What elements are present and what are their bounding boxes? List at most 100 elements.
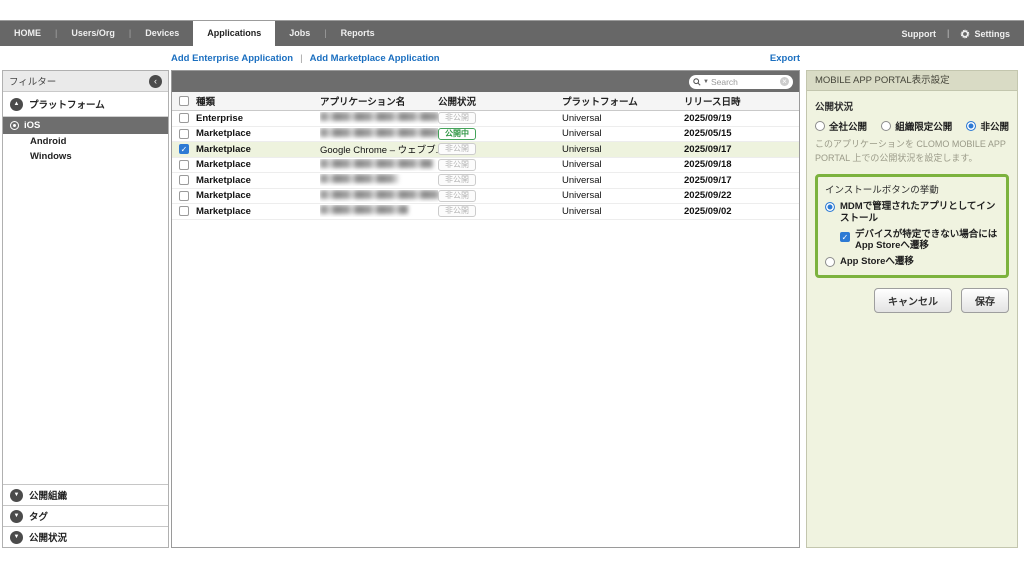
sidebar-bottom-sections: ▼ 公開組織 ▼ タグ ▼ 公開状況 [3,484,168,547]
radio-mdm-install[interactable] [825,201,835,212]
row-checkbox[interactable] [179,113,189,124]
settings-link[interactable]: Settings [960,28,1010,39]
app-name [320,205,438,217]
radio-icon[interactable] [966,121,977,131]
gear-icon [960,28,971,39]
sidebar-platform-android[interactable]: Android [3,134,168,149]
radio-appstore[interactable] [825,257,835,268]
visibility-description: このアプリケーションを CLOMO MOBILE APP PORTAL 上での公… [815,139,1006,164]
export-link[interactable]: Export [769,52,800,64]
option-label: 組織限定公開 [895,122,953,133]
column-header-platform[interactable]: プラットフォーム [562,97,638,108]
release-date: 2025/09/17 [684,143,732,155]
search-scope-caret-icon[interactable]: ▼ [703,78,709,85]
panel-title: MOBILE APP PORTAL表示設定 [807,71,1017,91]
column-header-type[interactable]: 種類 [196,97,216,108]
install-option-appstore[interactable]: App Storeへ遷移 [825,256,999,268]
cancel-button[interactable]: キャンセル [874,288,952,314]
save-button[interactable]: 保存 [961,288,1009,314]
table-row[interactable]: Enterprise 非公開 Universal 2025/09/19 [172,111,799,127]
release-date: 2025/05/15 [684,128,732,140]
collapse-sidebar-button[interactable]: ‹ [149,74,162,88]
status-badge: 非公開 [438,189,476,202]
app-type: Marketplace [196,190,251,202]
visibility-option-組織限定公開[interactable]: 組織限定公開 [881,119,952,133]
row-checkbox[interactable] [179,190,189,201]
appstore-fallback-label: デバイスが特定できない場合にはApp Storeへ遷移 [855,228,998,252]
column-header-status[interactable]: 公開状況 [438,97,477,108]
row-checkbox[interactable] [179,175,189,186]
release-date: 2025/09/19 [684,112,732,124]
appstore-fallback-checkbox[interactable]: ✓ [840,231,850,242]
nav-tab-devices[interactable]: Devices [145,28,180,38]
row-checkbox[interactable] [179,206,189,217]
sidebar-section-公開状況[interactable]: ▼ 公開状況 [3,526,168,547]
app-name [320,189,438,202]
appstore-fallback-option[interactable]: ✓ デバイスが特定できない場合にはApp Storeへ遷移 [840,229,999,253]
option-label: 非公開 [980,122,1009,133]
table-row[interactable]: Marketplace 非公開 Universal 2025/09/18 [172,158,799,173]
table-row[interactable]: Marketplace 公開中 Universal 2025/05/15 [172,127,799,142]
platform-label: Android [30,136,67,147]
platform-section-label: プラットフォーム [29,100,105,111]
search-input[interactable]: ▼ Search × [689,74,793,89]
radio-icon[interactable] [881,121,892,131]
table-row[interactable]: Marketplace 非公開 Universal 2025/09/02 [172,204,799,220]
redacted-app-name [320,174,398,184]
platform-label: Windows [30,151,72,162]
redacted-app-name [320,189,438,199]
row-checkbox[interactable] [179,159,189,170]
column-header-app-name[interactable]: アプリケーション名 [320,97,406,108]
search-placeholder: Search [710,76,738,87]
search-clear-icon[interactable]: × [780,77,789,86]
nav-tab-reports[interactable]: Reports [340,28,375,38]
visibility-options: 全社公開 組織限定公開 非公開 [815,119,1009,133]
sidebar-spacer [3,164,168,484]
install-option-mdm[interactable]: MDMで管理されたアプリとしてインストール [825,201,999,225]
release-date: 2025/09/17 [684,174,732,186]
filter-sidebar: フィルター ‹ ▲ プラットフォーム iOS Android Windows ▼ 公開… [2,70,169,548]
visibility-option-全社公開[interactable]: 全社公開 [815,119,867,133]
platform-label: iOS [24,120,41,131]
support-link[interactable]: Support [901,28,936,39]
nav-tab-divider: | [128,28,132,38]
search-icon [693,77,701,86]
visibility-label: 公開状況 [815,102,854,113]
sidebar-platform-ios[interactable]: iOS [3,117,168,134]
table-toolbar: ▼ Search × [172,71,799,92]
option-label: 全社公開 [829,122,868,133]
app-name [320,174,438,186]
table-row[interactable]: ✓ Marketplace Google Chrome – ウェブブ... 非公開 Un… [172,142,799,158]
add-marketplace-application-link[interactable]: Add Marketplace Application [309,52,440,64]
select-all-checkbox[interactable] [179,96,189,106]
app-type: Marketplace [196,143,251,155]
sidebar-platform-windows[interactable]: Windows [3,149,168,164]
row-checkbox[interactable] [179,128,189,139]
panel-buttons: キャンセル 保存 [815,288,1009,314]
table-row[interactable]: Marketplace 非公開 Universal 2025/09/22 [172,189,799,204]
section-label: タグ [29,512,49,523]
settings-label: Settings [974,28,1010,39]
platform-section-header[interactable]: ▲ プラットフォーム [3,92,168,116]
visibility-option-非公開[interactable]: 非公開 [966,119,1009,133]
release-date: 2025/09/18 [684,159,732,171]
row-checkbox[interactable]: ✓ [179,144,189,155]
nav-tab-applications[interactable]: Applications [193,21,276,46]
add-enterprise-application-link[interactable]: Add Enterprise Application [171,52,294,64]
nav-tab-users-org[interactable]: Users/Org [71,28,115,38]
nav-tab-home[interactable]: HOME [14,28,41,38]
app-platform: Universal [562,174,602,186]
nav-tab-jobs[interactable]: Jobs [289,28,311,38]
sidebar-section-タグ[interactable]: ▼ タグ [3,505,168,526]
app-type: Marketplace [196,128,251,140]
table-body: Enterprise 非公開 Universal 2025/09/19 Marketpl… [172,111,799,220]
app-platform: Universal [562,159,602,171]
sidebar-section-公開組織[interactable]: ▼ 公開組織 [3,484,168,505]
column-header-release-date[interactable]: リリース日時 [684,97,741,108]
redacted-app-name [320,205,408,215]
app-platform: Universal [562,190,602,202]
app-name: Google Chrome – ウェブブ... [320,145,438,157]
radio-icon[interactable] [815,121,825,131]
table-row[interactable]: Marketplace 非公開 Universal 2025/09/17 [172,173,799,189]
